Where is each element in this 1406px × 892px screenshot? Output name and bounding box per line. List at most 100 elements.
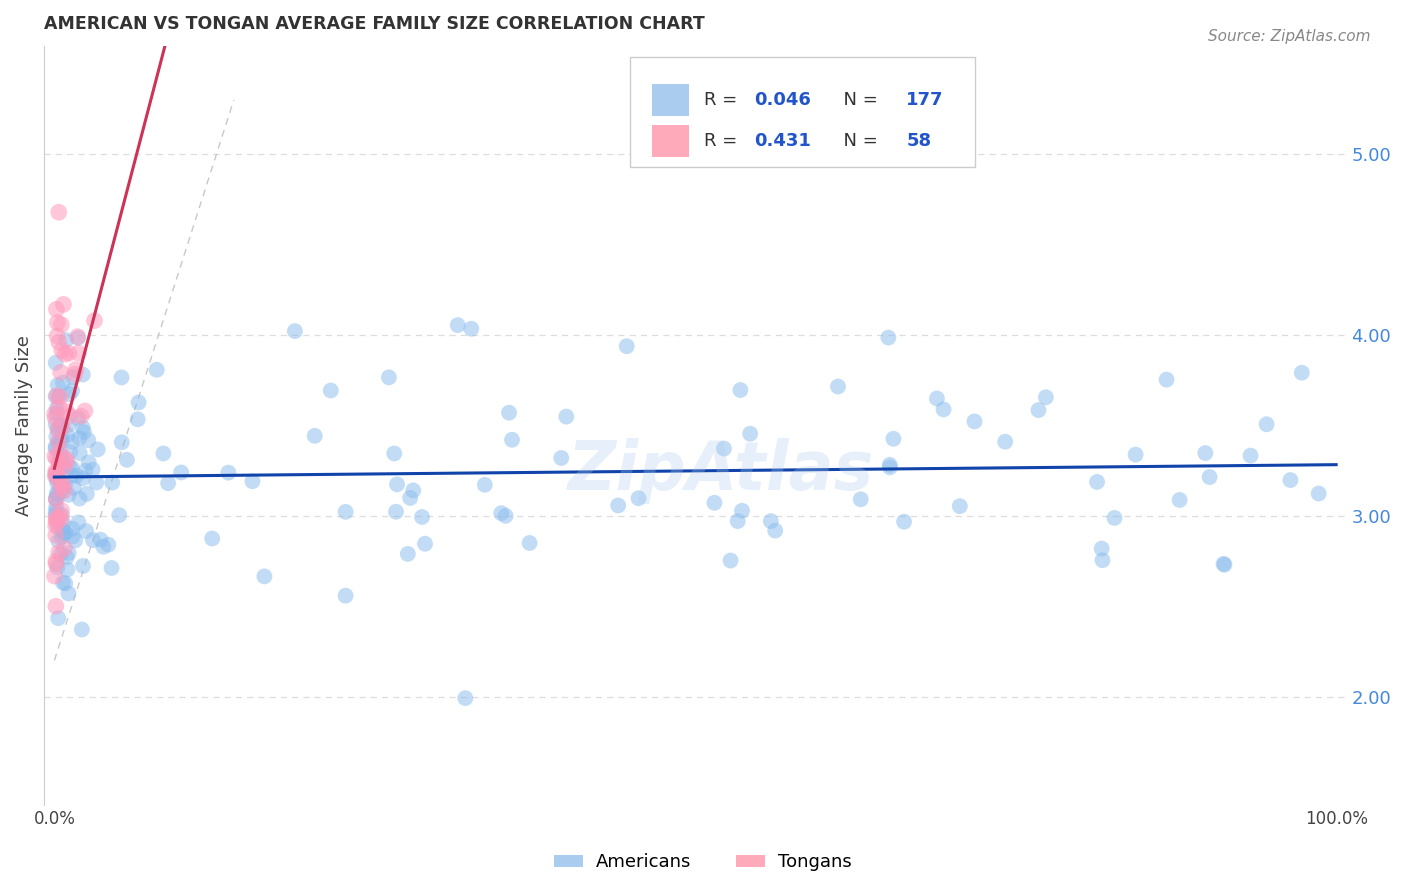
Point bbox=[55, 404, 77, 418]
Text: N =: N = bbox=[832, 91, 883, 109]
Point bbox=[69, 491, 91, 506]
Point bbox=[93, 540, 115, 554]
Point bbox=[45, 466, 67, 480]
Point bbox=[128, 395, 150, 409]
FancyBboxPatch shape bbox=[652, 84, 689, 116]
Point bbox=[319, 384, 342, 398]
Text: ZipAtlas: ZipAtlas bbox=[568, 438, 875, 504]
Point bbox=[65, 468, 87, 483]
Point bbox=[45, 467, 67, 481]
Point bbox=[1194, 446, 1216, 460]
Point bbox=[399, 491, 422, 505]
Point bbox=[73, 425, 96, 439]
Point bbox=[201, 532, 224, 546]
Point bbox=[48, 436, 70, 450]
Point bbox=[627, 491, 650, 506]
Point bbox=[45, 389, 67, 403]
Point bbox=[69, 446, 91, 460]
Point bbox=[304, 429, 326, 443]
Point bbox=[827, 379, 849, 393]
Point bbox=[555, 409, 578, 424]
Point bbox=[44, 450, 66, 464]
Point bbox=[60, 468, 83, 483]
Point bbox=[45, 554, 67, 568]
Point bbox=[1125, 448, 1147, 462]
Point bbox=[1091, 553, 1114, 567]
Point bbox=[63, 368, 86, 382]
Point bbox=[127, 412, 149, 426]
Point bbox=[49, 365, 72, 379]
Point bbox=[58, 387, 80, 401]
Point bbox=[51, 449, 73, 463]
Point bbox=[111, 435, 134, 450]
Point bbox=[242, 475, 264, 489]
Point bbox=[1085, 475, 1108, 489]
Point bbox=[46, 560, 69, 574]
Point bbox=[44, 569, 66, 583]
Point bbox=[67, 346, 90, 360]
Point bbox=[45, 518, 67, 533]
Point bbox=[51, 343, 73, 358]
Point bbox=[46, 611, 69, 625]
Point bbox=[56, 454, 79, 468]
Point bbox=[877, 330, 900, 344]
Point bbox=[1035, 390, 1057, 404]
Point bbox=[1198, 470, 1220, 484]
Point bbox=[402, 483, 425, 498]
Point bbox=[396, 547, 419, 561]
Point bbox=[44, 407, 66, 421]
Point bbox=[335, 589, 357, 603]
Point bbox=[46, 423, 69, 437]
Point bbox=[53, 541, 76, 556]
Point bbox=[932, 402, 955, 417]
Point bbox=[849, 492, 872, 507]
Point bbox=[51, 530, 73, 544]
Point bbox=[52, 478, 75, 492]
Y-axis label: Average Family Size: Average Family Size bbox=[15, 334, 32, 516]
Point bbox=[83, 313, 105, 327]
Point bbox=[73, 404, 96, 418]
Point bbox=[45, 486, 67, 500]
Point bbox=[48, 458, 70, 472]
Point bbox=[86, 475, 108, 490]
Point bbox=[49, 481, 72, 495]
Point bbox=[65, 362, 87, 376]
Point bbox=[1212, 557, 1234, 571]
Point bbox=[108, 508, 131, 522]
Point bbox=[963, 414, 986, 428]
Point bbox=[170, 466, 193, 480]
Point bbox=[48, 508, 70, 523]
Point bbox=[501, 433, 523, 447]
Point bbox=[51, 508, 73, 522]
Point bbox=[45, 528, 67, 542]
Point bbox=[58, 346, 80, 360]
Point bbox=[1091, 541, 1114, 556]
Point bbox=[58, 586, 80, 600]
Point bbox=[45, 491, 67, 506]
Point bbox=[713, 442, 735, 456]
Point bbox=[60, 522, 83, 536]
Point bbox=[45, 356, 67, 370]
Point bbox=[86, 442, 108, 457]
Point bbox=[48, 205, 70, 219]
Point bbox=[46, 534, 69, 549]
Point bbox=[51, 318, 73, 332]
Point bbox=[284, 324, 307, 338]
Point bbox=[48, 455, 70, 469]
Point bbox=[48, 400, 70, 414]
Point bbox=[145, 363, 167, 377]
Point bbox=[52, 517, 75, 532]
Point bbox=[82, 533, 104, 548]
Point bbox=[48, 434, 70, 449]
Point bbox=[51, 503, 73, 517]
Point bbox=[77, 434, 100, 448]
Text: Source: ZipAtlas.com: Source: ZipAtlas.com bbox=[1208, 29, 1371, 45]
Point bbox=[45, 599, 67, 614]
Point bbox=[763, 524, 786, 538]
Point bbox=[720, 553, 742, 567]
Point bbox=[97, 538, 120, 552]
Point bbox=[491, 506, 513, 520]
Point bbox=[45, 505, 67, 519]
Point bbox=[58, 417, 80, 432]
Point bbox=[58, 460, 80, 475]
